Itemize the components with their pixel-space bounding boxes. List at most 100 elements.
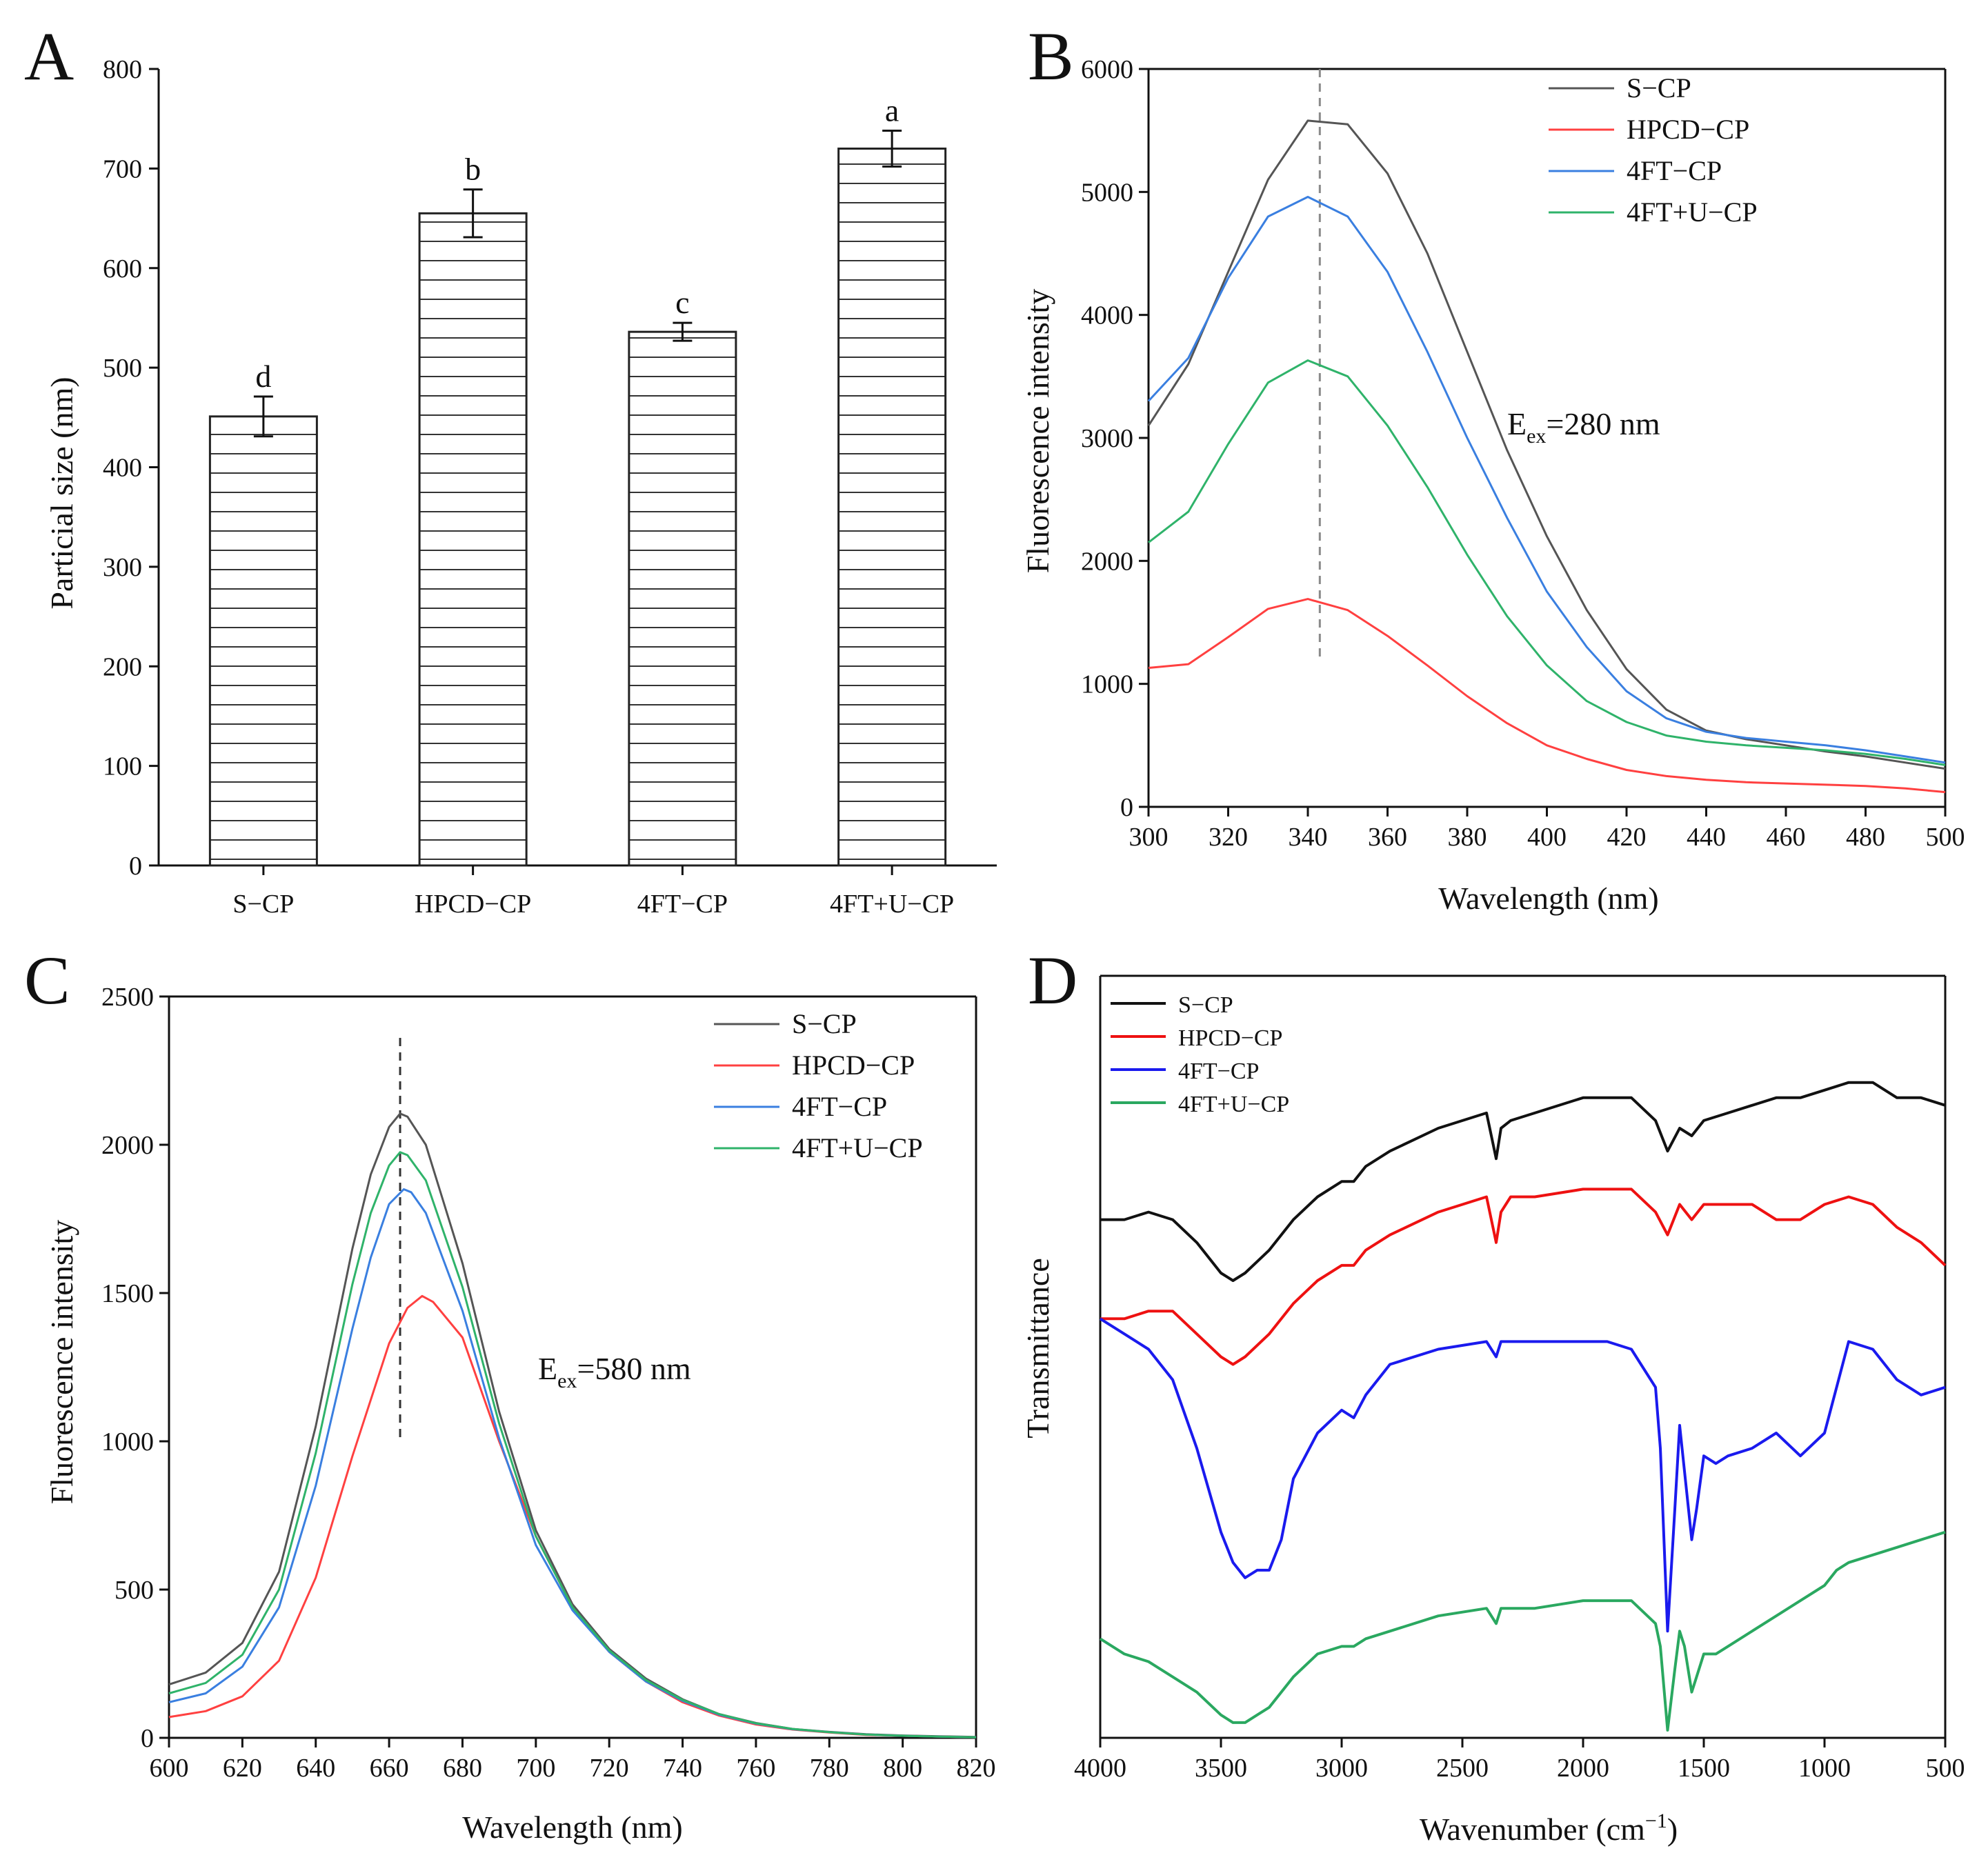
- panel-b-annotation-sub: ex: [1527, 425, 1546, 448]
- panel-a-y-tick-label: 0: [129, 852, 142, 881]
- panel-c-annotation-sub: ex: [557, 1370, 577, 1392]
- panel-a-plot-area: 0 100 200 300 400 500 600 700 800 d S−CP b HPCD−CP c 4…: [103, 55, 997, 919]
- panel-d-x-tick-label: 500: [1926, 1754, 1965, 1783]
- panel-a-y-tick-label: 600: [103, 254, 142, 283]
- panel-d-legend-label: S−CP: [1178, 992, 1233, 1018]
- panel-b-series-line: [1148, 359, 1946, 766]
- panel-d-series-line: [1099, 1530, 1946, 1732]
- panel-c-plot-area: 600 620 640 660 680 700 720 740 760 780 800 820 0 500…: [101, 983, 996, 1783]
- panel-b-x-tick-label: 500: [1926, 823, 1965, 852]
- panel-d-x-axis-title-end: ): [1667, 1812, 1678, 1847]
- panel-b-legend-label: S−CP: [1627, 72, 1691, 103]
- panel-d-legend-label: 4FT−CP: [1178, 1059, 1259, 1084]
- panel-b-series-line: [1148, 598, 1946, 794]
- panel-c-series-line: [168, 1151, 977, 1739]
- panel-b-x-tick-label: 380: [1448, 823, 1487, 852]
- panel-d-letter: D: [1028, 942, 1077, 1019]
- panel-d-y-axis-title: Transmittance: [1020, 1258, 1055, 1439]
- panel-b-y-tick-label: 1000: [1081, 670, 1133, 699]
- panel-a-significance-letter: d: [255, 359, 271, 394]
- panel-a-significance-letter: c: [675, 285, 689, 320]
- panel-b-excitation-annotation: Eex=280 nm: [1507, 406, 1660, 448]
- panel-c-x-tick-label: 640: [296, 1754, 335, 1783]
- panel-c-x-tick-label: 780: [810, 1754, 849, 1783]
- panel-c-y-tick-label: 2000: [101, 1131, 154, 1160]
- panel-b-legend-label: HPCD−CP: [1627, 114, 1749, 145]
- panel-a-category-label: S−CP: [232, 890, 294, 919]
- panel-c-series-line: [168, 1188, 977, 1739]
- panel-d-legend-label: HPCD−CP: [1178, 1025, 1282, 1051]
- panel-c-x-axis-title: Wavelength (nm): [462, 1810, 682, 1845]
- panel-c-legend-label: 4FT+U−CP: [792, 1132, 923, 1163]
- panel-a-letter: A: [24, 18, 74, 94]
- panel-d-x-tick-label: 1500: [1678, 1754, 1730, 1783]
- panel-d-legend: S−CP HPCD−CP 4FT−CP 4FT+U−CP: [1111, 992, 1289, 1117]
- panel-a-y-tick-label: 700: [103, 154, 142, 183]
- panel-c-legend-label: HPCD−CP: [792, 1050, 915, 1081]
- panel-d-legend-label: 4FT+U−CP: [1178, 1092, 1289, 1117]
- panel-d-x-tick-label: 3000: [1315, 1754, 1368, 1783]
- panel-b-legend-label: 4FT+U−CP: [1627, 197, 1758, 228]
- panel-b-x-tick-label: 360: [1368, 823, 1407, 852]
- panel-c-x-tick-label: 600: [150, 1754, 189, 1783]
- panel-d-x-tick-label: 2000: [1557, 1754, 1609, 1783]
- panel-b-x-axis-title: Wavelength (nm): [1438, 881, 1658, 916]
- panel-d-x-tick-label: 3500: [1195, 1754, 1247, 1783]
- panel-b-x-tick-label: 340: [1289, 823, 1328, 852]
- panel-c-line-chart: C Fluorescence intensity Wavelength (nm)…: [24, 942, 996, 1845]
- panel-b-annotation-suffix: =280 nm: [1546, 406, 1660, 441]
- panel-d-x-tick-label: 4000: [1074, 1754, 1126, 1783]
- panel-b-series-line: [1147, 196, 1946, 764]
- panel-d-series-line: [1100, 1188, 1947, 1366]
- panel-b-x-tick-label: 440: [1687, 823, 1726, 852]
- panel-a-bar: [837, 148, 947, 867]
- panel-c-x-tick-label: 620: [223, 1754, 262, 1783]
- panel-c-annotation-prefix: E: [538, 1351, 557, 1386]
- panel-b-plot-area: 300 320 340 360 380 400 420 440 460 480 5000100020…: [1081, 55, 1965, 852]
- panel-c-legend-label: 4FT−CP: [792, 1091, 887, 1122]
- panel-c-legend-label: S−CP: [792, 1008, 857, 1039]
- panel-b-letter: B: [1028, 18, 1074, 94]
- panel-b-x-tick-label: 420: [1607, 823, 1647, 852]
- panel-c-excitation-annotation: Eex=580 nm: [538, 1351, 691, 1392]
- panel-a-bar-chart: A Particial size (nm) 0 100 200 300 400 500 60…: [24, 18, 997, 919]
- panel-b-x-tick-label: 320: [1209, 823, 1248, 852]
- panel-d-series-line: [1099, 1317, 1946, 1633]
- panel-d-x-axis-title-sup: −1: [1645, 1810, 1667, 1832]
- panel-c-series-line: [168, 1112, 977, 1739]
- panel-a-y-tick-label: 500: [103, 354, 142, 383]
- panel-d-line-chart: D Transmittance Wavenumber (cm−1) 4000 35…: [1020, 942, 1965, 1847]
- panel-b-y-axis-title: Fluorescence intensity: [1020, 289, 1055, 574]
- panel-c-x-tick-label: 680: [443, 1754, 482, 1783]
- panel-a-y-tick-label: 400: [103, 454, 142, 483]
- panel-c-y-axis-title: Fluorescence intensity: [44, 1220, 79, 1505]
- panel-d-x-axis-title: Wavenumber (cm−1): [1420, 1810, 1678, 1847]
- panel-c-y-tick-label: 0: [141, 1724, 154, 1753]
- panel-b-y-tick-label: 4000: [1081, 301, 1133, 330]
- panel-b-y-tick-label: 5000: [1081, 178, 1133, 207]
- panel-a-y-tick-label: 300: [103, 553, 142, 582]
- panel-a-y-axis-title: Particial size (nm): [44, 377, 79, 609]
- panel-a-category-label: 4FT+U−CP: [830, 890, 954, 919]
- panel-c-legend: S−CP HPCD−CP 4FT−CP 4FT+U−CP: [714, 1008, 923, 1163]
- panel-c-x-tick-label: 820: [957, 1754, 996, 1783]
- panel-a-significance-letter: a: [885, 93, 899, 128]
- panel-c-x-tick-label: 800: [883, 1754, 922, 1783]
- panel-b-y-tick-label: 0: [1120, 793, 1133, 822]
- panel-b-y-tick-label: 6000: [1081, 55, 1133, 84]
- panel-c-y-tick-label: 1000: [101, 1428, 154, 1456]
- panel-b-x-tick-label: 480: [1846, 823, 1885, 852]
- panel-c-y-tick-label: 2500: [101, 983, 154, 1012]
- panel-d-x-axis-title-main: Wavenumber (cm: [1420, 1812, 1645, 1847]
- panel-b-legend: S−CP HPCD−CP 4FT−CP 4FT+U−CP: [1549, 72, 1758, 228]
- panel-c-series-line: [168, 1294, 977, 1739]
- panel-a-significance-letter: b: [465, 152, 481, 187]
- panel-a-bar: [628, 330, 737, 867]
- panel-a-y-tick-label: 800: [103, 55, 142, 84]
- panel-d-plot-area: 4000 3500 3000 2500 2000 1500 1000 500 S−CP HPCD−…: [1074, 974, 1965, 1783]
- panel-c-y-tick-label: 1500: [101, 1279, 154, 1308]
- panel-c-y-tick-label: 500: [115, 1576, 154, 1605]
- panel-a-y-tick-label: 200: [103, 652, 142, 681]
- panel-b-line-chart: B Fluorescence intensity Wavelength (nm)…: [1020, 18, 1965, 916]
